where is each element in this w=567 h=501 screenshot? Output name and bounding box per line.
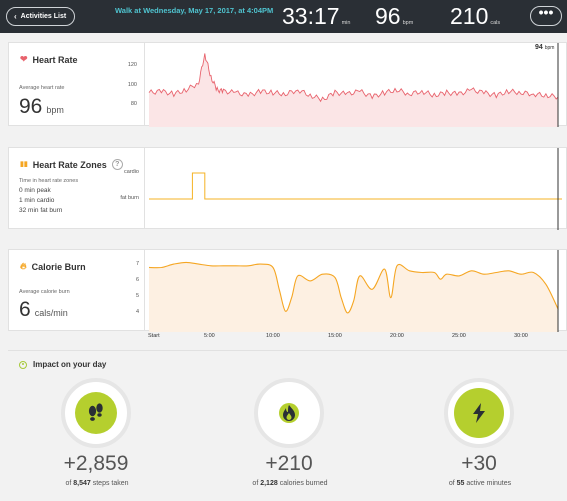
footsteps-icon [88, 403, 103, 421]
active-minutes-increment: +30 [461, 452, 497, 475]
duration-value: 33:17 [282, 3, 340, 29]
calories-ring[interactable] [254, 378, 324, 448]
calories-label: calories burned [279, 480, 328, 487]
active-minutes-caption: of 55 active minutes [400, 480, 560, 487]
heart-rate-number: 96 [19, 95, 43, 118]
cal-ytick: 5 [135, 293, 139, 299]
time-tick-label: 25:00 [452, 333, 466, 339]
heart-icon: ❤ [20, 54, 28, 64]
cursor-readout: 94 bpm [535, 44, 554, 51]
bpm-value: 96 [375, 3, 401, 29]
of-text: of [252, 480, 259, 487]
activities-list-button[interactable]: ‹ Activities List [6, 7, 76, 26]
bpm-stat: 96 bpm [375, 3, 413, 30]
cal-ytick: 7 [135, 261, 139, 267]
time-tick-label: 15:00 [328, 333, 342, 339]
calorie-area [149, 262, 559, 332]
calorie-chart[interactable] [145, 250, 567, 332]
time-tick-label: 20:00 [390, 333, 404, 339]
top-bar: ‹ Activities List Walk at Wednesday, May… [0, 0, 567, 33]
cursor-unit: bpm [544, 45, 555, 51]
duration-stat: 33:17 min [282, 3, 350, 30]
cal-ytick: 4 [135, 309, 139, 315]
impact-title: Impact on your day [33, 360, 107, 369]
steps-caption: of 8,547 steps taken [17, 480, 177, 487]
time-tick-label: 10:00 [266, 333, 280, 339]
calories-total: 2,128 [260, 480, 278, 487]
hr-ytick: 100 [127, 82, 137, 88]
activity-title: Walk at Wednesday, May 17, 2017, at 4:04… [115, 6, 274, 15]
heart-rate-unit: bpm [46, 105, 64, 115]
of-text: of [65, 480, 72, 487]
lightning-icon [473, 403, 485, 423]
active-minutes-total: 55 [456, 480, 465, 487]
of-text: of [448, 480, 455, 487]
hr-ytick: 80 [130, 101, 137, 107]
zone-line: 0 min peak [19, 187, 51, 194]
divider [8, 350, 567, 351]
zone-line: 32 min fat burn [19, 207, 63, 214]
heart-rate-panel: ❤ Heart Rate Average heart rate 96 bpm 12… [8, 42, 567, 127]
zones-chart[interactable] [145, 148, 567, 230]
zones-list: 0 min peak 1 min cardio 32 min fat burn [19, 186, 62, 216]
flame-icon [283, 405, 295, 421]
avg-calorie-value: 6 cals/min [19, 298, 68, 322]
active-minutes-ring[interactable] [444, 378, 514, 448]
zones-series-line [149, 172, 562, 200]
calories-unit: cals [490, 20, 501, 26]
bpm-unit: bpm [402, 20, 414, 26]
time-axis: Start 5:00 10:00 15:00 20:00 25:00 30:00 [144, 332, 564, 344]
duration-unit: min [341, 20, 351, 26]
target-icon [19, 360, 27, 369]
cursor-value: 94 [535, 44, 543, 51]
zones-icon: ▮▮ [20, 161, 28, 168]
calories-stat: 210 cals [450, 3, 500, 30]
zone-line: 1 min cardio [19, 197, 55, 204]
zone-ylabel: cardio [124, 169, 139, 175]
steps-total: 8,547 [73, 480, 91, 487]
heart-rate-series-line [148, 53, 559, 103]
heart-rate-zones-panel: ▮▮ Heart Rate Zones ? Time in heart rate… [8, 147, 567, 230]
avg-heart-rate-label: Average heart rate [19, 85, 65, 91]
time-tick-label: 30:00 [514, 333, 528, 339]
avg-calorie-label: Average calorie burn [19, 289, 70, 295]
cal-ytick: 6 [135, 277, 139, 283]
zone-ylabel: fat burn [120, 195, 139, 201]
flame-icon: 🔥︎ [20, 261, 27, 271]
zones-title: Heart Rate Zones [32, 159, 107, 170]
steps-increment: +2,859 [63, 452, 129, 475]
calorie-burn-panel: 🔥︎ Calorie Burn Average calorie burn 6 ca… [8, 249, 567, 332]
zones-sub-label: Time in heart rate zones [19, 178, 79, 184]
time-tick-label: Start [148, 333, 160, 339]
calorie-number: 6 [19, 298, 31, 321]
calories-increment: +210 [265, 452, 313, 475]
active-minutes-label: active minutes [466, 480, 512, 487]
steps-ring[interactable] [61, 378, 131, 448]
calorie-series-line [148, 261, 559, 314]
help-icon[interactable]: ? [111, 159, 123, 170]
heart-rate-chart[interactable] [145, 43, 567, 127]
calorie-unit: cals/min [34, 308, 68, 318]
calories-caption: of 2,128 calories burned [210, 480, 370, 487]
hr-ytick: 120 [127, 62, 137, 68]
steps-label: steps taken [92, 480, 129, 487]
calories-value: 210 [450, 3, 489, 29]
back-button-label: Activities List [20, 13, 67, 20]
calorie-title: Calorie Burn [31, 261, 86, 272]
more-options-button[interactable]: ••• [530, 5, 562, 26]
chevron-left-icon: ‹ [14, 12, 17, 21]
heart-rate-title: Heart Rate [32, 54, 78, 65]
time-tick-label: 5:00 [204, 333, 215, 339]
avg-heart-rate-value: 96 bpm [19, 95, 64, 119]
heart-rate-area [149, 53, 559, 127]
